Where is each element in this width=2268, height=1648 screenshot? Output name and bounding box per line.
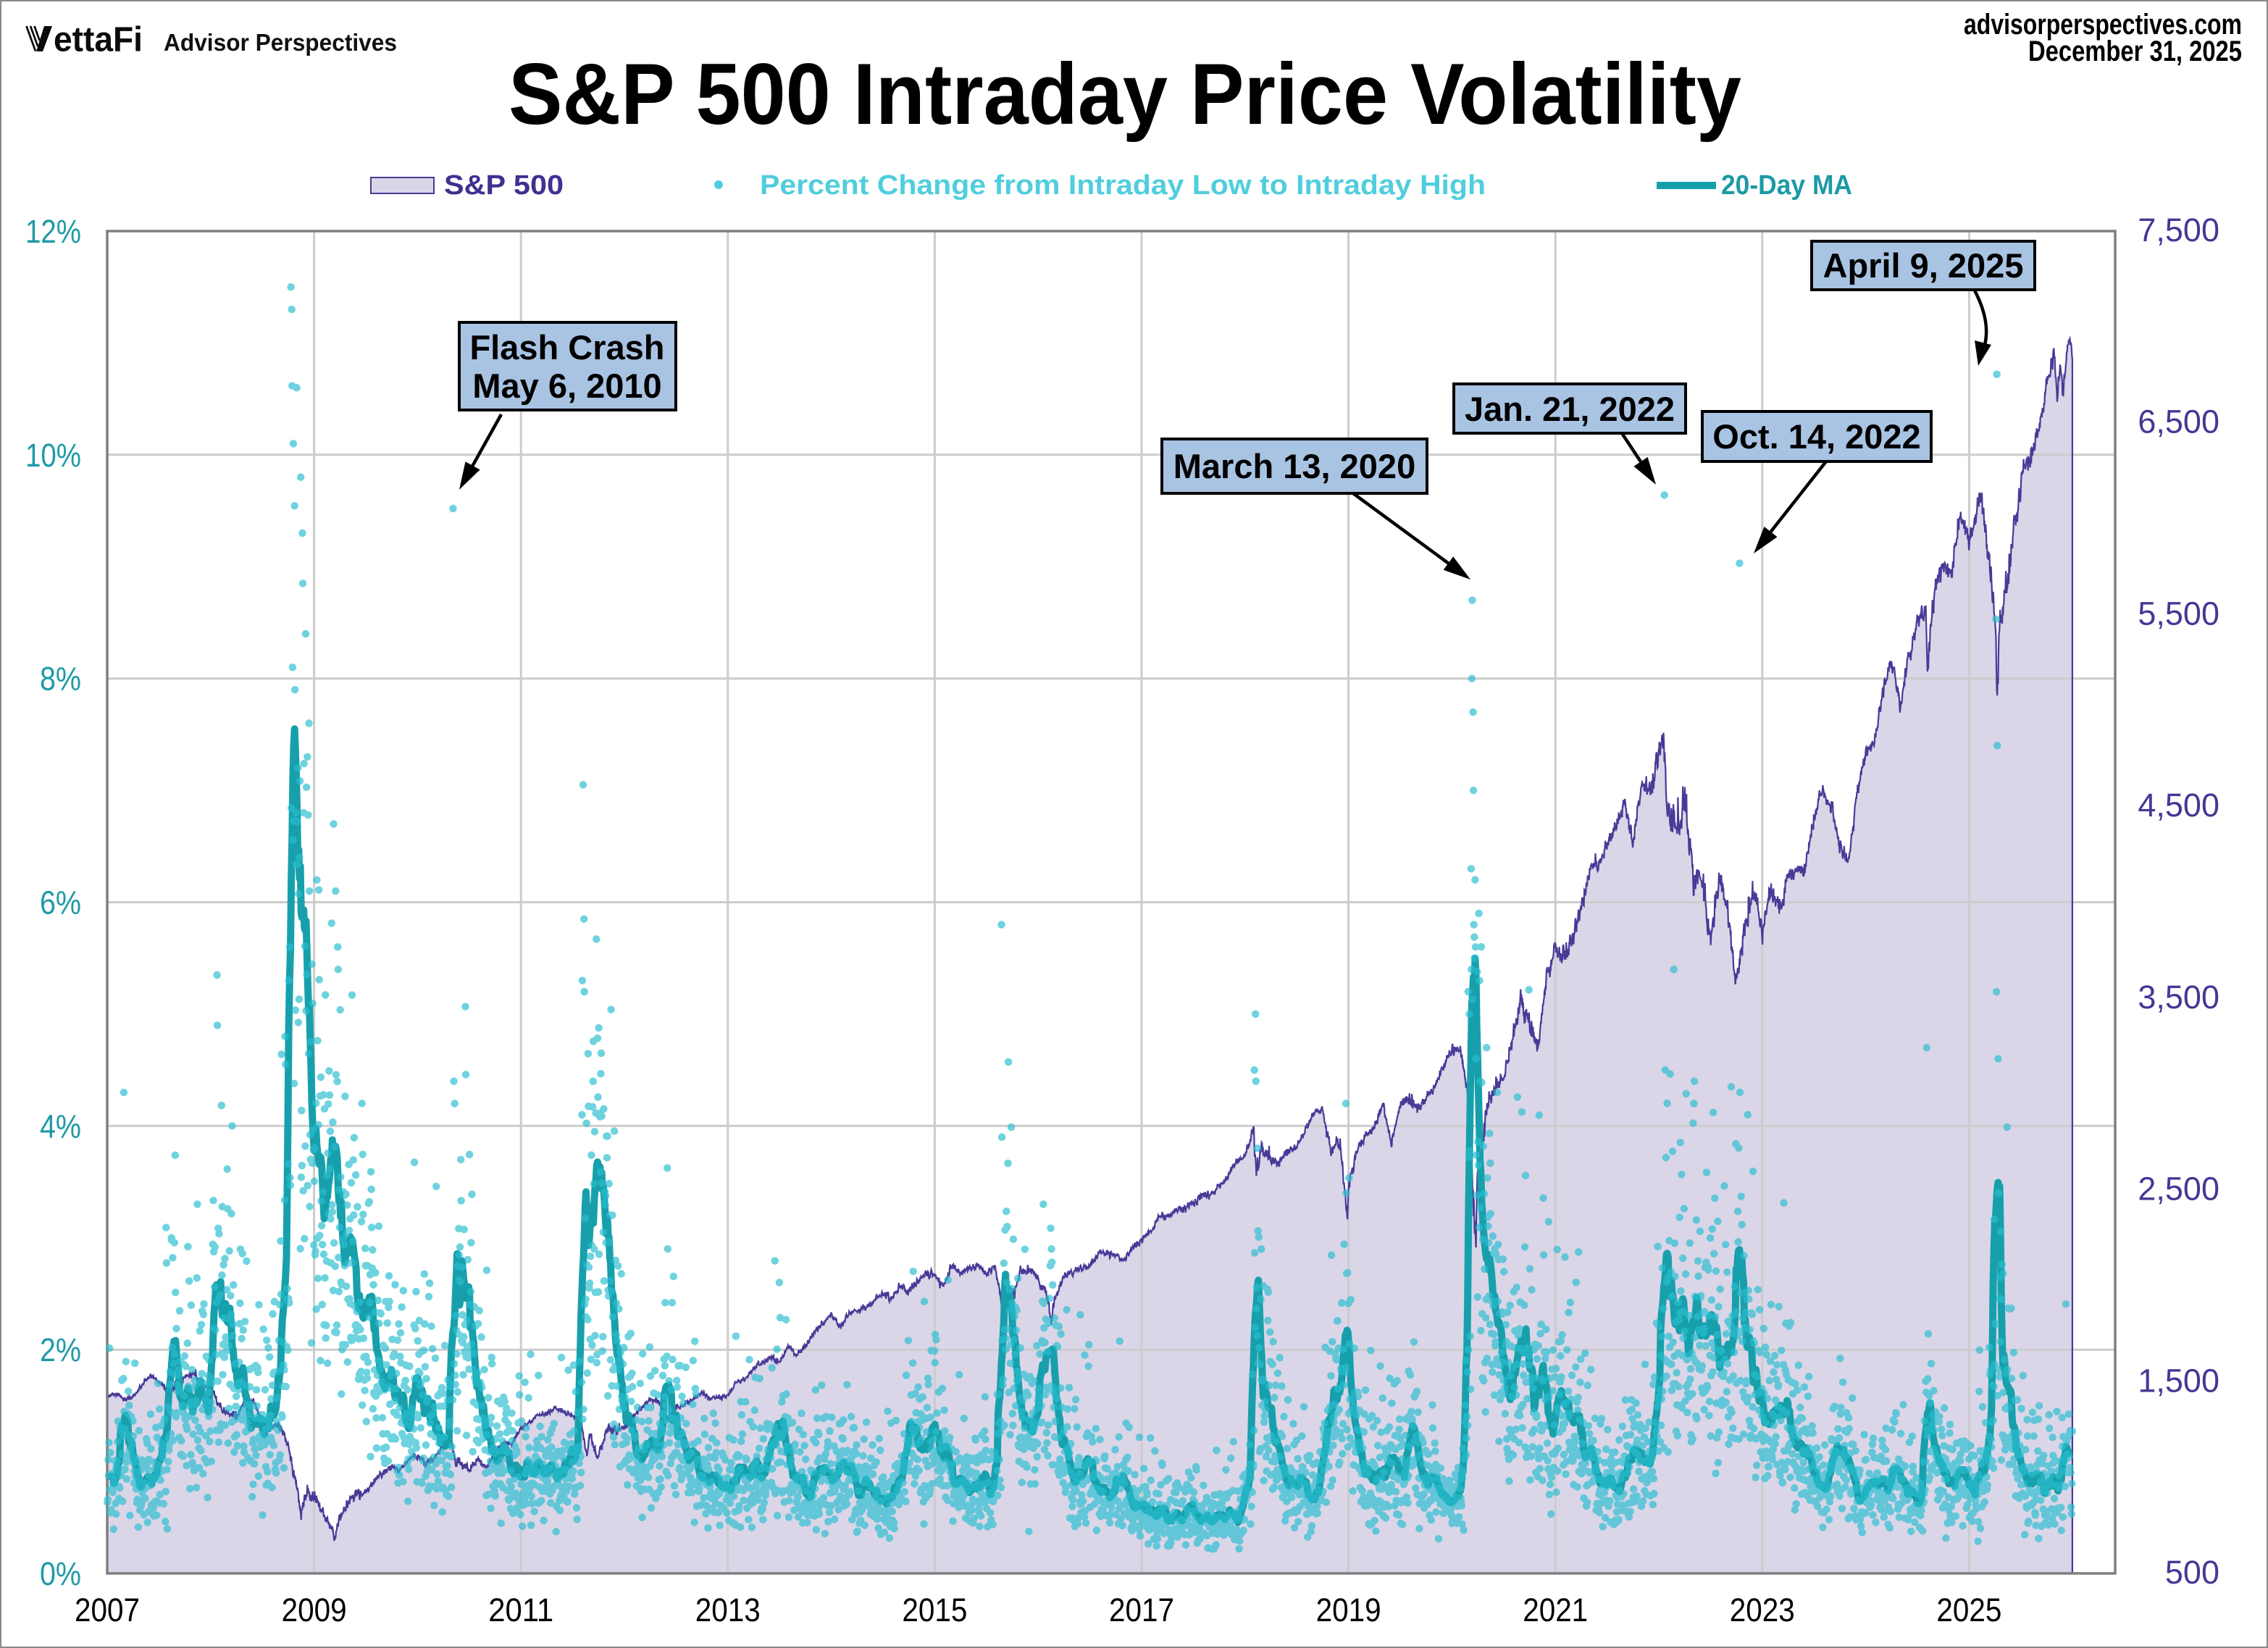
- svg-text:Flash Crash: Flash Crash: [469, 328, 664, 367]
- svg-text:1,500: 1,500: [2138, 1362, 2219, 1399]
- svg-text:2007: 2007: [75, 1591, 140, 1628]
- svg-text:March 13, 2020: March 13, 2020: [1173, 447, 1415, 485]
- svg-text:0%: 0%: [40, 1555, 81, 1592]
- svg-text:2025: 2025: [1936, 1591, 2001, 1628]
- svg-text:5,500: 5,500: [2138, 595, 2219, 632]
- svg-text:2023: 2023: [1730, 1591, 1795, 1628]
- svg-text:Jan. 21, 2022: Jan. 21, 2022: [1465, 390, 1675, 428]
- svg-text:advisorperspectives.com: advisorperspectives.com: [1964, 9, 2242, 41]
- svg-text:10%: 10%: [25, 437, 81, 474]
- svg-text:6,500: 6,500: [2138, 403, 2219, 440]
- svg-text:2011: 2011: [488, 1591, 553, 1628]
- svg-text:4%: 4%: [40, 1108, 81, 1145]
- svg-text:2009: 2009: [282, 1591, 347, 1628]
- svg-text:4,500: 4,500: [2138, 787, 2219, 824]
- svg-text:8%: 8%: [40, 661, 81, 698]
- svg-text:2019: 2019: [1316, 1591, 1381, 1628]
- svg-text:6%: 6%: [40, 884, 81, 921]
- svg-text:May 6, 2010: May 6, 2010: [472, 367, 661, 405]
- svg-text:2%: 2%: [40, 1331, 81, 1368]
- svg-text:2,500: 2,500: [2138, 1171, 2219, 1208]
- svg-text:7,500: 7,500: [2138, 212, 2219, 248]
- svg-text:2017: 2017: [1109, 1591, 1174, 1628]
- svg-text:2021: 2021: [1523, 1591, 1588, 1628]
- svg-text:Advisor Perspectives: Advisor Perspectives: [164, 29, 397, 56]
- svg-text:S&P 500 Intraday Price Volatil: S&P 500 Intraday Price Volatility: [509, 46, 1741, 143]
- svg-text:500: 500: [2165, 1554, 2219, 1591]
- svg-text:Percent Change from Intraday L: Percent Change from Intraday Low to Intr…: [760, 170, 1486, 201]
- svg-text:ettaFi: ettaFi: [54, 21, 143, 59]
- svg-text:Oct. 14, 2022: Oct. 14, 2022: [1712, 417, 1920, 456]
- svg-text:December 31, 2025: December 31, 2025: [2028, 35, 2242, 67]
- svg-text:April 9, 2025: April 9, 2025: [1823, 246, 2024, 285]
- svg-text:12%: 12%: [25, 213, 81, 250]
- svg-text:S&P 500: S&P 500: [444, 170, 564, 201]
- svg-text:20-Day MA: 20-Day MA: [1721, 170, 1852, 201]
- svg-text:2015: 2015: [902, 1591, 967, 1628]
- svg-text:3,500: 3,500: [2138, 979, 2219, 1016]
- svg-text:2013: 2013: [695, 1591, 761, 1628]
